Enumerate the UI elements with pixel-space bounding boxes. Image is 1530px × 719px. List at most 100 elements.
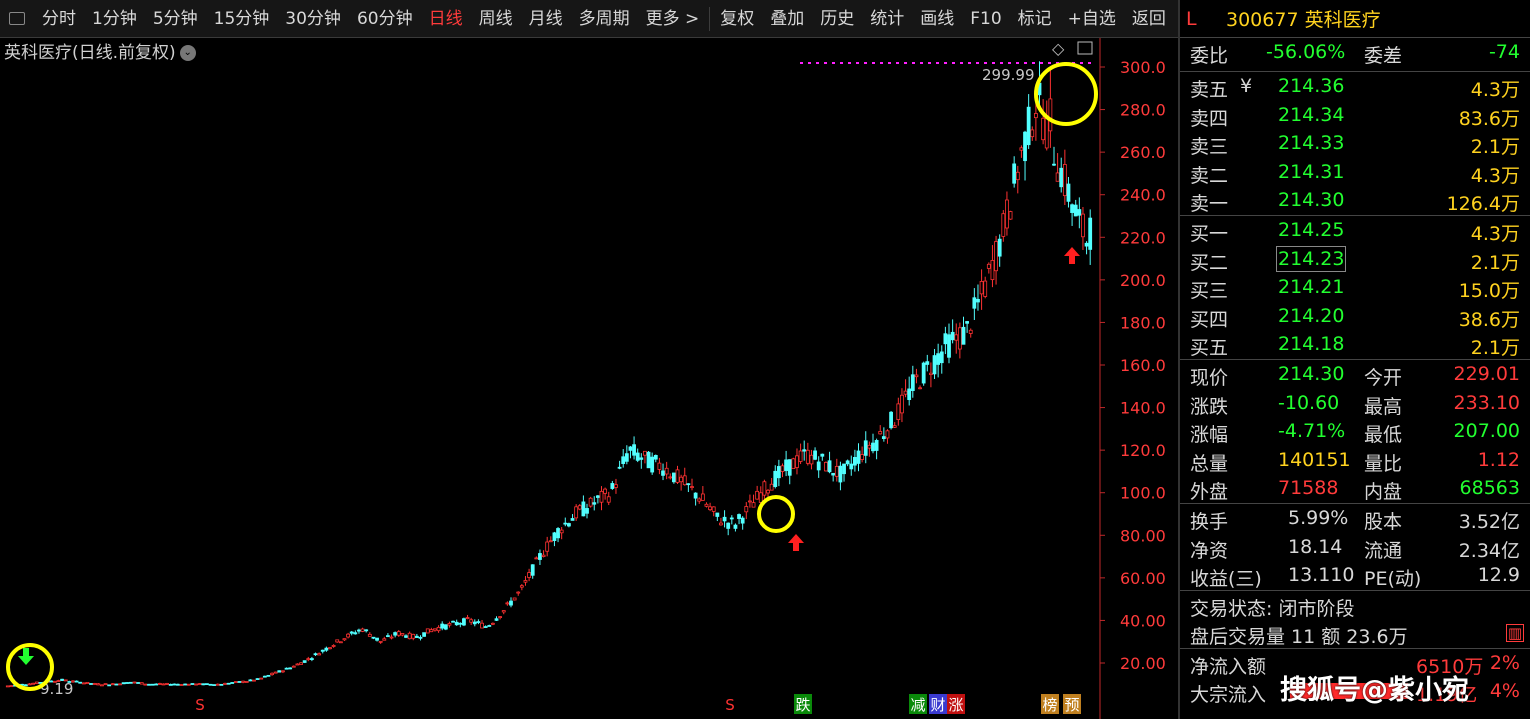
l2-flag: L xyxy=(1186,7,1197,30)
stat-label: 量比 xyxy=(1364,452,1403,475)
toolbar-item-9[interactable]: 多周期 xyxy=(578,8,630,29)
toolbar-item-15[interactable]: 画线 xyxy=(920,8,955,29)
fundamental-value: 12.9 xyxy=(1477,564,1520,587)
ask-row[interactable]: 卖二 214.31 4.3万 xyxy=(1180,158,1530,187)
toolbar-item-19[interactable]: 返回 xyxy=(1131,8,1166,29)
candle-body xyxy=(371,636,376,639)
ask-price: 214.33 xyxy=(1278,132,1345,155)
chevron-down-icon[interactable]: ⌄ xyxy=(179,45,196,61)
ask-row[interactable]: 卖五 ¥214.36 4.3万 xyxy=(1180,72,1530,101)
y-tick-label: 40.00 xyxy=(1120,611,1166,630)
stock-code-name[interactable]: 300677 英科医疗 xyxy=(1226,9,1381,31)
candle-body xyxy=(281,670,285,673)
candle-body xyxy=(563,522,568,525)
candle-body xyxy=(349,631,354,634)
trade-status: 交易状态: 闭市阶段 xyxy=(1190,597,1355,620)
bid-price: 214.21 xyxy=(1278,276,1345,299)
toolbar-item-18[interactable]: +自选 xyxy=(1067,8,1116,29)
candle-body xyxy=(393,632,398,636)
ask-row[interactable]: 卖一 214.30 126.4万 xyxy=(1180,186,1530,215)
candle-body xyxy=(791,458,796,470)
y-tick-label: 100.0 xyxy=(1120,484,1166,503)
candle-body xyxy=(128,681,133,684)
toolbar-item-5[interactable]: 60分钟 xyxy=(356,8,413,29)
candle-body xyxy=(1015,171,1020,181)
candle-body xyxy=(824,461,828,472)
y-tick-label: 80.00 xyxy=(1120,526,1166,545)
candle-body xyxy=(233,681,238,684)
candle-body xyxy=(100,684,104,687)
candle-body xyxy=(498,616,503,618)
candle-body xyxy=(1073,204,1078,217)
toolbar-item-10[interactable]: 更多 > xyxy=(645,8,700,29)
candle-body xyxy=(194,683,198,686)
toolbar-item-3[interactable]: 15分钟 xyxy=(213,8,270,29)
toolbar-item-8[interactable]: 月线 xyxy=(528,8,563,29)
toolbar-item-2[interactable]: 5分钟 xyxy=(152,8,198,29)
chart-title-text: 英科医疗(日线.前复权) xyxy=(4,43,176,63)
toolbar-item-16[interactable]: F10 xyxy=(970,8,1002,29)
ask-row[interactable]: 卖三 214.33 2.1万 xyxy=(1180,129,1530,158)
candle-body xyxy=(248,679,253,682)
candle-body xyxy=(516,591,521,594)
toolbar-item-4[interactable]: 30分钟 xyxy=(285,8,341,29)
candle-body xyxy=(842,463,846,475)
bid-row[interactable]: 买三 214.21 15.0万 xyxy=(1180,273,1530,302)
bid-row[interactable]: 买五 214.18 2.1万 xyxy=(1180,330,1530,359)
candle-body xyxy=(715,512,720,517)
candle-body xyxy=(650,456,655,473)
kline-chart[interactable]: 300.0 280.0 260.0 240.0 220.0 200.0 180.0 160.0… xyxy=(0,38,1178,719)
low-price-label: 9.19 xyxy=(40,680,73,698)
toolbar-item-6[interactable]: 日线 xyxy=(428,8,463,29)
candle-body xyxy=(244,681,249,683)
candle-body xyxy=(827,460,832,473)
net-inflow-pct: 2% xyxy=(1489,651,1520,674)
candle-body xyxy=(950,331,955,341)
toolbar-item-7[interactable]: 周线 xyxy=(478,8,513,29)
toolbar-item-0[interactable]: 分时 xyxy=(42,8,76,29)
candle-body xyxy=(548,540,553,543)
toolbar-item-14[interactable]: 统计 xyxy=(870,8,905,29)
candle-body xyxy=(610,483,615,489)
candle-body xyxy=(378,640,383,643)
candle-body xyxy=(324,647,329,651)
toolbar-item-1[interactable]: 1分钟 xyxy=(92,8,137,29)
event-marker: 榜 xyxy=(1042,696,1057,714)
candle-body xyxy=(545,541,550,552)
bar-chart-icon[interactable]: ▥ xyxy=(1506,624,1524,643)
candle-body xyxy=(480,622,484,629)
candle-body xyxy=(802,449,807,452)
candle-body xyxy=(277,670,282,673)
candle-body xyxy=(288,667,293,670)
candle-body xyxy=(338,641,343,644)
y-tick-label: 60.00 xyxy=(1120,569,1166,588)
bid-row[interactable]: 买二 214.23 2.1万 xyxy=(1180,245,1530,274)
bid-row[interactable]: 买四 214.20 38.6万 xyxy=(1180,302,1530,331)
after-hours-row: 盘后交易量 11 额 23.6万 ▥ xyxy=(1180,619,1530,648)
bid-row[interactable]: 买一 214.25 4.3万 xyxy=(1180,216,1530,245)
candle-body xyxy=(588,497,593,507)
candle-body xyxy=(748,500,752,503)
toolbar-item-12[interactable]: 叠加 xyxy=(770,8,805,29)
panel-toggle-icon[interactable] xyxy=(0,0,34,38)
candle-body xyxy=(798,450,803,462)
candle-body xyxy=(983,280,988,297)
candle-body xyxy=(965,321,970,324)
candle-body xyxy=(483,626,488,628)
candle-body xyxy=(1070,204,1074,213)
candle-body xyxy=(208,683,213,686)
candle-body xyxy=(595,495,600,498)
toolbar-item-11[interactable]: 复权 xyxy=(720,8,755,29)
chart-title[interactable]: 英科医疗(日线.前复权) ⌄ xyxy=(4,38,196,63)
candle-body xyxy=(110,683,115,686)
bid-label: 买一 xyxy=(1190,222,1229,245)
toolbar-item-13[interactable]: 历史 xyxy=(820,8,855,29)
fundamental-row: 换手 5.99% 股本 3.52亿 xyxy=(1180,504,1530,533)
sell-signal-arrow-icon xyxy=(18,648,34,665)
stat-label: 内盘 xyxy=(1364,481,1403,504)
toolbar-item-17[interactable]: 标记 xyxy=(1017,8,1052,29)
ask-row[interactable]: 卖四 214.34 83.6万 xyxy=(1180,101,1530,130)
bid-volume: 2.1万 xyxy=(1470,337,1520,360)
candle-body xyxy=(1023,131,1027,162)
candle-body xyxy=(538,553,542,560)
